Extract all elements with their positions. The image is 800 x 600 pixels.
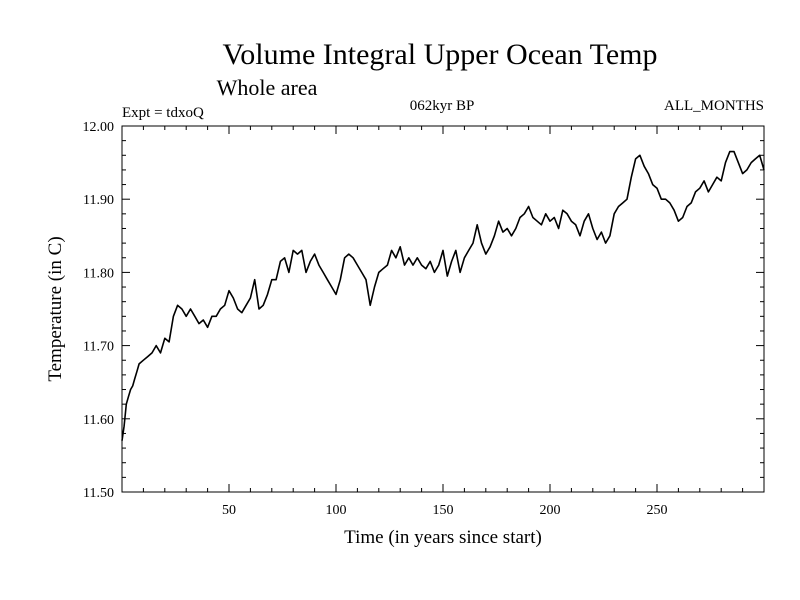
- y-tick-label: 12.00: [83, 120, 115, 135]
- x-axis: 50 100 150 200 250: [142, 126, 744, 518]
- y-tick-label: 11.70: [83, 340, 114, 355]
- y-axis: 11.50 11.60 11.70 11.80 11.90 12.00: [83, 120, 764, 501]
- x-tick-label: 250: [647, 503, 668, 518]
- y-tick-label: 11.60: [83, 413, 114, 428]
- x-tick-label: 150: [433, 503, 454, 518]
- x-tick-label: 50: [222, 503, 236, 518]
- y-tick-label: 11.90: [83, 193, 114, 208]
- y-tick-label: 11.80: [83, 266, 114, 281]
- plot-area-frame: [121, 125, 765, 493]
- chart-subtitle: Whole area: [217, 75, 318, 100]
- x-tick-label: 100: [326, 503, 347, 518]
- period-label: 062kyr BP: [410, 98, 475, 114]
- chart-title: Volume Integral Upper Ocean Temp: [223, 38, 658, 71]
- x-axis-title: Time (in years since start): [344, 527, 542, 548]
- y-axis-title: Temperature (in C): [45, 236, 66, 381]
- x-tick-label: 200: [540, 503, 561, 518]
- y-tick-label: 11.50: [83, 486, 114, 501]
- months-label: ALL_MONTHS: [664, 98, 764, 114]
- series-line: [121, 150, 765, 441]
- experiment-label: Expt = tdxoQ: [122, 105, 204, 121]
